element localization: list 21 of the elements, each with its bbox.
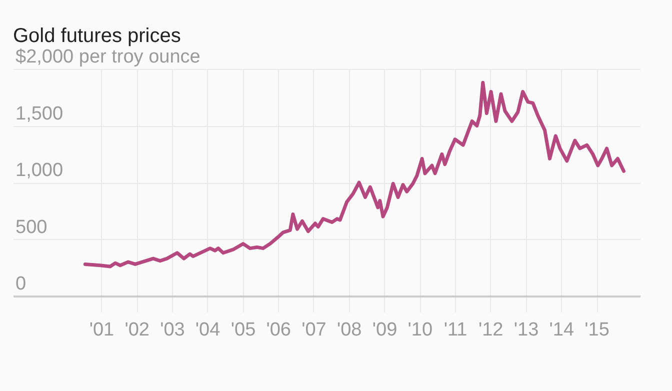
y-tick-label: $2,000 per troy ounce <box>16 46 200 68</box>
x-tick-label: '07 <box>302 320 326 340</box>
x-tick-label: '10 <box>408 320 433 340</box>
x-tick-label: '12 <box>478 320 504 340</box>
x-tick-label: '09 <box>372 320 398 340</box>
x-tick-label: '06 <box>266 320 291 340</box>
x-tick-label: '02 <box>124 320 150 340</box>
x-tick-label: '14 <box>549 320 574 340</box>
y-tick-label: 0 <box>16 274 26 294</box>
y-tick-label: 1,000 <box>16 160 64 181</box>
x-tick-label: '11 <box>444 320 468 340</box>
x-tick-label: '08 <box>336 320 362 340</box>
x-tick-label: '01 <box>89 320 114 340</box>
y-tick-label: 500 <box>16 216 48 238</box>
y-tick-label: 1,500 <box>16 103 64 124</box>
chart-title: Gold futures prices <box>13 24 181 48</box>
x-tick-label: '13 <box>514 320 539 340</box>
x-tick-label: '03 <box>160 320 185 340</box>
x-tick-label: '05 <box>230 320 256 340</box>
x-tick-label: '15 <box>584 320 610 340</box>
x-tick-label: '04 <box>195 320 221 340</box>
